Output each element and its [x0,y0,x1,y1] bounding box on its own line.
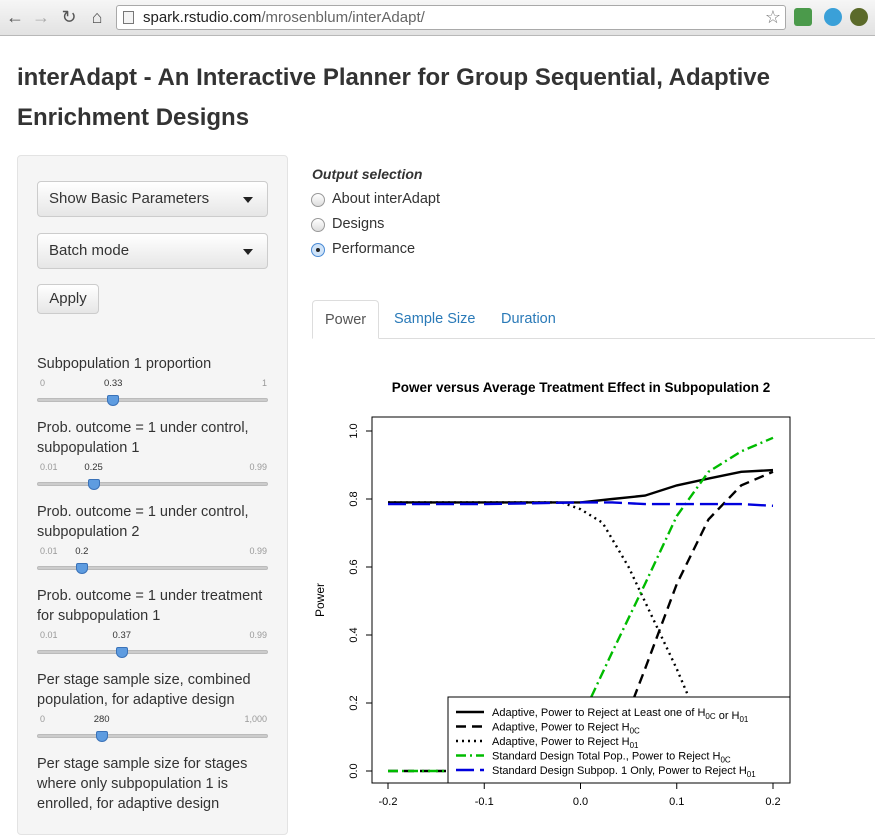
series-line-3 [388,501,693,704]
slider-track[interactable] [37,566,268,570]
radio-label: About interAdapt [332,191,441,207]
tab-duration[interactable]: Duration [501,311,556,327]
y-tick-label: 0.2 [348,695,360,710]
y-tick-label: 0.8 [348,491,360,506]
slider-handle[interactable] [107,395,120,406]
y-tick-label: 0.6 [348,559,360,574]
slider-label: Prob. outcome = 1 under treatment for su… [37,588,263,624]
mode-dropdown-label: Batch mode [49,242,130,259]
slider-max-label: 0.99 [249,630,267,640]
slider-max-label: 0.99 [249,546,267,556]
slider-value-label: 0.25 [84,462,103,473]
parameters-dropdown[interactable]: Show Basic Parameters [37,181,268,217]
slider-label: Per stage sample size for stages where o… [37,756,248,812]
radio-button[interactable] [311,243,325,257]
power-chart-svg: Power versus Average Treatment Effect in… [313,380,791,808]
slider-label: Per stage sample size, combined populati… [37,672,251,708]
y-tick-label: 0.4 [348,627,360,642]
slider-label: Subpopulation 1 proportion [37,356,212,372]
caret-down-icon [243,197,253,203]
power-chart: Power versus Average Treatment Effect in… [300,370,875,817]
slider-min-label: 0 [40,714,46,724]
mode-dropdown[interactable]: Batch mode [37,233,268,269]
back-arrow-icon[interactable]: ← [6,7,24,27]
legend-label: Adaptive, Power to Reject at Least one o… [492,707,749,724]
x-tick-label: 0.0 [573,796,588,808]
slider-label: Prob. outcome = 1 under control, subpopu… [37,504,249,540]
slider-max-label: 1,000 [244,714,267,724]
parameters-dropdown-label: Show Basic Parameters [49,190,210,207]
legend-label: Standard Design Subpop. 1 Only, Power to… [492,765,756,779]
slider-value-label: 280 [93,714,110,725]
extension-icon[interactable] [850,8,868,26]
reload-icon[interactable]: ↻ [61,7,77,27]
y-tick-label: 0.0 [348,763,360,778]
slider-min-label: 0.01 [40,546,58,556]
browser-toolbar: ← → ↻ ⌂ spark.rstudio.com/mrosenblum/int… [0,0,875,36]
radio-button[interactable] [311,218,325,232]
slider-max-label: 0.99 [249,462,267,472]
extension-icon[interactable] [824,8,842,26]
slider-track[interactable] [37,650,268,654]
page-title: interAdapt - An Interactive Planner for … [17,64,770,131]
slider-min-label: 0 [40,378,46,388]
slider-handle[interactable] [115,647,128,658]
series-line-5 [388,501,774,507]
radio-label: Designs [332,216,385,232]
address-bar[interactable]: spark.rstudio.com/mrosenblum/interAdapt/… [116,5,786,30]
sidebar-panel: Show Basic Parameters Batch mode Apply S… [17,155,288,835]
slider-value-label: 0.37 [112,630,132,641]
legend-label: Adaptive, Power to Reject H0C [492,722,640,736]
slider-max-label: 1 [261,378,267,388]
x-tick-label: 0.1 [669,796,684,808]
radio-button[interactable] [311,193,325,207]
chart-legend [447,696,791,784]
slider-handle[interactable] [87,479,100,490]
apply-button[interactable]: Apply [37,284,99,314]
legend-label: Adaptive, Power to Reject H01 [492,736,639,750]
x-tick-label: -0.2 [379,796,398,808]
slider-min-label: 0.01 [40,630,58,640]
series-line-1 [388,468,774,504]
home-icon[interactable]: ⌂ [91,7,103,27]
tabs-divider [312,338,875,339]
x-tick-label: -0.1 [475,796,494,808]
tab-power[interactable]: Power [312,300,380,339]
slider-min-label: 0.01 [40,462,58,472]
y-axis-label: Power [313,583,327,617]
url-text[interactable]: spark.rstudio.com/mrosenblum/interAdapt/ [143,9,425,26]
output-selection-heading: Output selection [312,166,423,182]
slider-track[interactable] [37,482,268,486]
caret-down-icon [243,249,253,255]
y-tick-label: 1.0 [348,423,360,438]
tab-sample-size[interactable]: Sample Size [394,311,476,327]
slider-label: Prob. outcome = 1 under control, subpopu… [37,420,249,456]
slider-track[interactable] [37,734,268,738]
slider-handle[interactable] [75,563,88,574]
radio-label: Performance [332,241,416,257]
bookmark-star-icon[interactable]: ☆ [764,7,781,27]
x-tick-label: 0.2 [765,796,780,808]
page-icon [123,11,134,24]
slider-value-label: 0.33 [103,378,123,389]
chart-title: Power versus Average Treatment Effect in… [392,380,771,395]
slider-handle[interactable] [95,731,108,742]
extension-icon[interactable] [794,8,812,26]
slider-value-label: 0.2 [75,546,89,557]
legend-label: Standard Design Total Pop., Power to Rej… [492,751,731,765]
forward-arrow-icon[interactable]: → [32,7,50,27]
slider-track[interactable] [37,398,268,402]
